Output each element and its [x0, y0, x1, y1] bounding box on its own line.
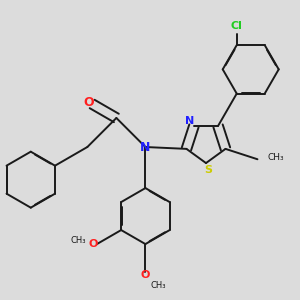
Text: N: N	[185, 116, 194, 126]
Text: O: O	[141, 270, 150, 280]
Text: S: S	[204, 165, 212, 175]
Text: Cl: Cl	[231, 21, 243, 31]
Text: CH₃: CH₃	[70, 236, 86, 245]
Text: CH₃: CH₃	[268, 153, 284, 162]
Text: O: O	[88, 239, 98, 249]
Text: CH₃: CH₃	[151, 280, 166, 290]
Text: N: N	[140, 140, 151, 154]
Text: O: O	[83, 96, 94, 109]
